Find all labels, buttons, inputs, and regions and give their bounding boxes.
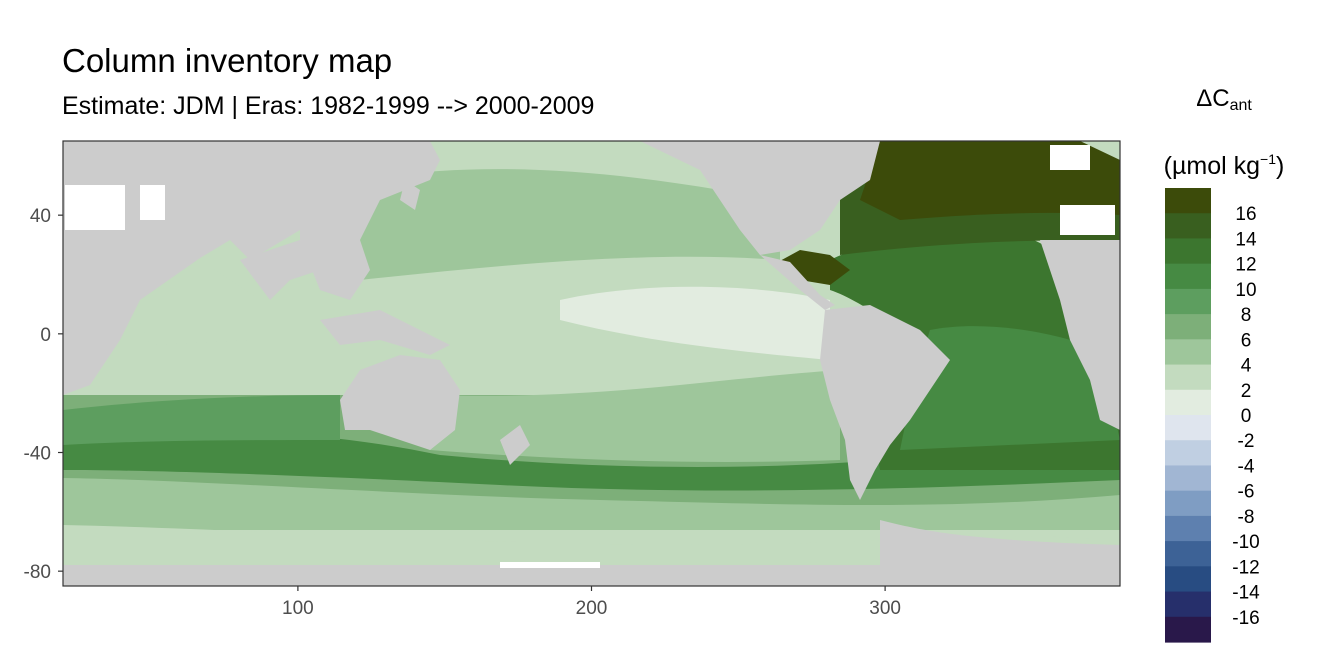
land-maritime-asia bbox=[320, 310, 450, 355]
legend-swatch bbox=[1165, 314, 1211, 340]
south-atlantic-band bbox=[900, 326, 1120, 450]
legend-label: 2 bbox=[1241, 381, 1252, 402]
legend-label: 14 bbox=[1235, 229, 1257, 250]
legend-label: -10 bbox=[1232, 532, 1259, 553]
arabian-sea bbox=[130, 260, 260, 345]
legend-label: -14 bbox=[1232, 583, 1260, 604]
legend-label: 10 bbox=[1235, 280, 1256, 301]
legend-swatch bbox=[1165, 389, 1211, 416]
missing-patch bbox=[500, 562, 600, 568]
legend-label: -12 bbox=[1232, 557, 1259, 578]
land-new-zealand bbox=[500, 425, 530, 465]
land-south-america bbox=[820, 305, 950, 500]
x-tick-label: 200 bbox=[576, 598, 608, 619]
legend-label: -16 bbox=[1232, 608, 1259, 629]
missing-patch bbox=[1050, 145, 1090, 170]
legend-label: 16 bbox=[1235, 204, 1256, 225]
chart-title: Column inventory map bbox=[62, 42, 393, 79]
chart-subtitle: Estimate: JDM | Eras: 1982-1999 --> 2000… bbox=[62, 92, 595, 120]
legend-swatch bbox=[1165, 263, 1211, 290]
land-australia bbox=[340, 355, 460, 450]
legend-label: -4 bbox=[1238, 456, 1255, 477]
land-antarctic-peninsula bbox=[880, 520, 1120, 565]
legend-swatch bbox=[1165, 238, 1211, 265]
y-tick-label: -80 bbox=[24, 562, 51, 583]
legend-label: -2 bbox=[1238, 431, 1255, 452]
land-india bbox=[240, 240, 320, 300]
missing-data bbox=[65, 145, 1115, 568]
legend-swatch bbox=[1165, 213, 1211, 240]
legend-swatch bbox=[1165, 541, 1211, 567]
equatorial-pacific-tongue bbox=[560, 286, 830, 360]
legend-label: 12 bbox=[1235, 255, 1256, 276]
map-panel bbox=[63, 141, 1120, 586]
legend-swatch bbox=[1165, 566, 1211, 593]
legend-label: 8 bbox=[1241, 305, 1252, 326]
legend-label: 0 bbox=[1241, 406, 1252, 427]
legend-swatch bbox=[1165, 440, 1211, 467]
y-tick-label: 40 bbox=[30, 206, 51, 227]
legend-swatch bbox=[1165, 288, 1211, 315]
land-africa-west bbox=[1040, 240, 1120, 430]
south-pacific-band bbox=[430, 370, 840, 462]
land-north-america bbox=[640, 141, 880, 255]
missing-patch bbox=[140, 185, 165, 220]
legend-title: ΔCant (µmol kg−1) bbox=[1163, 85, 1285, 180]
legend-label: 4 bbox=[1241, 356, 1252, 377]
land-japan bbox=[400, 180, 420, 210]
land-central-america bbox=[760, 255, 835, 310]
antarctic-inner-band bbox=[63, 525, 1120, 565]
legend-swatch bbox=[1165, 364, 1211, 391]
antarctic-margin-band bbox=[63, 478, 1120, 530]
legend-label: -6 bbox=[1238, 482, 1255, 503]
land-africa-east bbox=[63, 141, 350, 395]
legend-swatch bbox=[1165, 465, 1211, 492]
legend-label: 6 bbox=[1241, 330, 1252, 351]
legend-swatch bbox=[1165, 515, 1211, 542]
legend-swatch bbox=[1165, 415, 1211, 441]
legend-colorbar: 16 14 12 10 8 6 4 2 0 -2 -4 -6 -8 -10 -12 -14 -16 bbox=[1165, 188, 1260, 643]
indian-ocean-band bbox=[63, 395, 340, 445]
missing-patch bbox=[1060, 205, 1115, 235]
legend-swatch bbox=[1165, 339, 1211, 366]
legend-swatch bbox=[1165, 490, 1211, 517]
north-pacific-band bbox=[360, 169, 780, 280]
y-tick-label: 0 bbox=[40, 325, 51, 346]
legend-label: -8 bbox=[1238, 507, 1255, 528]
x-tick-label: 100 bbox=[282, 598, 314, 619]
land-masses bbox=[63, 141, 1120, 586]
legend-swatch bbox=[1165, 188, 1211, 214]
land-antarctica bbox=[63, 565, 1120, 586]
legend-swatch bbox=[1165, 616, 1211, 643]
y-tick-label: -40 bbox=[24, 444, 51, 465]
missing-patch bbox=[65, 185, 125, 230]
legend-swatch bbox=[1165, 591, 1211, 618]
x-tick-label: 300 bbox=[869, 598, 901, 619]
